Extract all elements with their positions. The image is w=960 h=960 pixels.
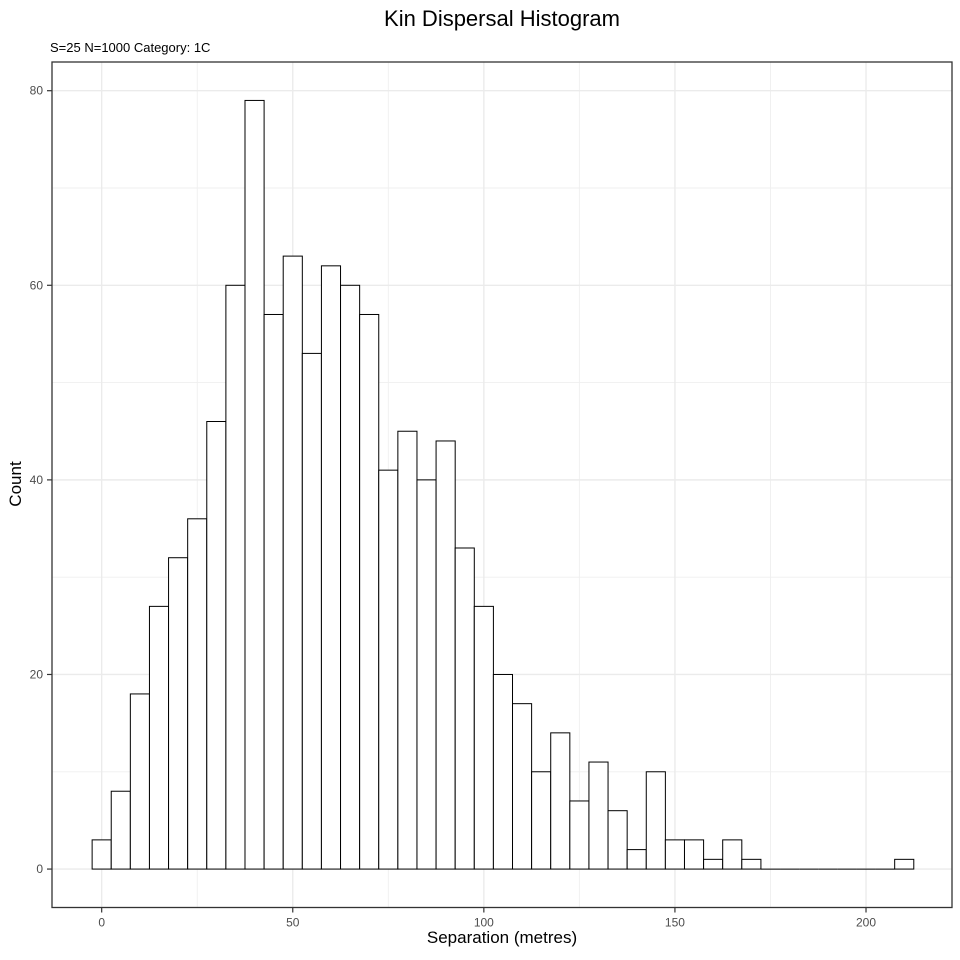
histogram-bar (683, 839, 705, 870)
histogram-bar (148, 605, 170, 870)
panel-border (51, 61, 953, 909)
histogram-bar (741, 858, 762, 870)
histogram-bar (225, 284, 246, 870)
histogram-bar (492, 673, 514, 870)
histogram-bar (263, 313, 284, 870)
chart-title: Kin Dispersal Histogram (384, 6, 620, 31)
histogram-bar (722, 839, 743, 870)
x-axis-label: Separation (metres) (426, 928, 578, 947)
histogram-bar (473, 605, 494, 870)
y-tick-label: 0 (36, 862, 43, 876)
histogram-bar (645, 771, 666, 870)
histogram-bar (359, 313, 380, 870)
y-tick-label: 40 (30, 473, 44, 487)
x-tick-label: 0 (98, 916, 105, 930)
x-tick-label: 150 (665, 916, 685, 930)
histogram-bar (110, 790, 131, 870)
histogram-bar (454, 547, 475, 870)
histogram-bar (244, 99, 265, 870)
histogram-bar (320, 265, 342, 870)
histogram-bar (703, 858, 724, 870)
histogram-bar (301, 352, 322, 870)
y-tick-label: 20 (30, 667, 44, 681)
histogram-bar (378, 469, 399, 870)
histogram-bar (129, 693, 150, 870)
histogram-bar (91, 839, 112, 870)
histogram-bar (416, 479, 437, 870)
histogram-bar (512, 703, 533, 870)
histogram-bar (607, 810, 628, 870)
histogram-bar (626, 849, 647, 870)
histogram-bar (397, 430, 418, 870)
histogram-bar (206, 421, 227, 870)
x-tick-label: 50 (286, 916, 300, 930)
histogram-bar (664, 839, 685, 870)
x-tick-label: 100 (474, 916, 494, 930)
histogram-bar (282, 255, 303, 870)
histogram-bar (894, 858, 915, 870)
x-tick-label: 200 (856, 916, 876, 930)
histogram-bar (531, 771, 552, 870)
histogram-bar (588, 761, 609, 870)
histogram-bar (569, 800, 590, 870)
chart-subtitle: S=25 N=1000 Category: 1C (50, 40, 211, 55)
histogram-bar (340, 284, 361, 870)
y-tick-label: 60 (30, 278, 44, 292)
y-axis-label: Count (6, 461, 25, 507)
y-tick-label: 80 (30, 84, 44, 98)
histogram-bar (435, 440, 456, 870)
histogram-bar (550, 732, 571, 870)
histogram-bar (168, 557, 189, 870)
histogram-bar (187, 518, 208, 870)
